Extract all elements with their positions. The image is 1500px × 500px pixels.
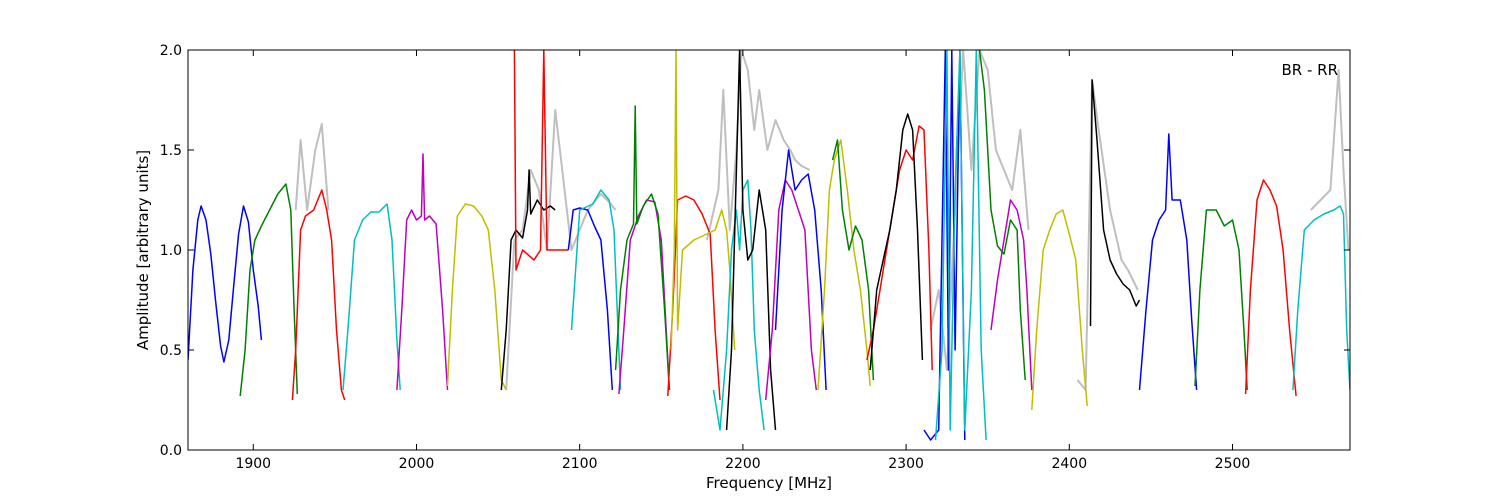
series-line-blue-28 <box>923 50 966 441</box>
series-line-magenta-22 <box>764 179 818 401</box>
series-line-gray-0 <box>505 109 617 391</box>
series-line-yellow-24 <box>817 139 871 391</box>
series-line-gray-2 <box>929 50 1030 371</box>
series-line-red-26 <box>866 125 933 371</box>
x-tick-label: 2100 <box>562 456 598 472</box>
y-tick-label: 2.0 <box>160 43 182 59</box>
x-tick-label: 2000 <box>399 456 435 472</box>
series-line-green-31 <box>978 50 1026 381</box>
series-line-green-7 <box>239 183 299 397</box>
series-line-red-8 <box>291 189 346 401</box>
series-line-red-18 <box>667 195 721 401</box>
series-line-cyan-20 <box>712 179 765 431</box>
series-line-black-27 <box>869 113 924 371</box>
x-tick-label: 2500 <box>1215 456 1251 472</box>
series-line-black-12 <box>500 169 556 391</box>
series-line-gray-1 <box>706 50 811 241</box>
series-line-cyan-15 <box>570 189 622 391</box>
y-tick-label: 0.0 <box>160 443 182 459</box>
series-line-blue-34 <box>1138 133 1198 391</box>
x-tick-label: 2200 <box>725 456 761 472</box>
series-line-blue-14 <box>567 207 614 391</box>
series-line-green-25 <box>831 139 875 381</box>
plot-background <box>188 50 1350 450</box>
series-line-red-36 <box>1244 179 1297 397</box>
y-tick-label: 1.0 <box>160 243 182 259</box>
series-line-black-21 <box>725 50 777 431</box>
series-line-yellow-11 <box>446 203 507 391</box>
y-tick-label: 0.5 <box>160 343 182 359</box>
series-layer <box>188 50 1350 441</box>
series-line-green-35 <box>1194 209 1248 391</box>
series-line-blue-23 <box>774 149 827 391</box>
annotation-label: BR - RR <box>1281 61 1338 79</box>
series-line-gray-4 <box>1310 69 1350 251</box>
x-axis-title: Frequency [MHz] <box>706 474 832 492</box>
series-line-blue-6 <box>188 205 263 363</box>
series-line-yellow-19 <box>670 50 736 351</box>
series-line-yellow-32 <box>1031 209 1088 411</box>
y-axis-title: Amplitude [arbitrary units] <box>134 150 152 350</box>
x-tick-label: 1900 <box>235 456 271 472</box>
x-tick-label: 2300 <box>888 456 924 472</box>
y-tick-label: 1.5 <box>160 143 182 159</box>
series-line-gray-5 <box>294 123 330 211</box>
ticks-layer: 1900 2000 2100 2200 2300 2400 2500 0.0 0.5 1.0 1.5… <box>160 43 1350 472</box>
series-line-magenta-10 <box>396 153 449 391</box>
series-line-green-17 <box>614 105 671 391</box>
series-line-cyan-37 <box>1292 205 1350 391</box>
series-line-black-33 <box>1089 79 1141 327</box>
series-line-cyan-9 <box>342 203 401 391</box>
series-line-red-13 <box>513 50 569 271</box>
series-line-gray-3 <box>1076 79 1139 391</box>
series-line-magenta-30 <box>990 199 1033 391</box>
x-tick-label: 2400 <box>1051 456 1087 472</box>
series-line-cyan-29 <box>934 50 987 441</box>
